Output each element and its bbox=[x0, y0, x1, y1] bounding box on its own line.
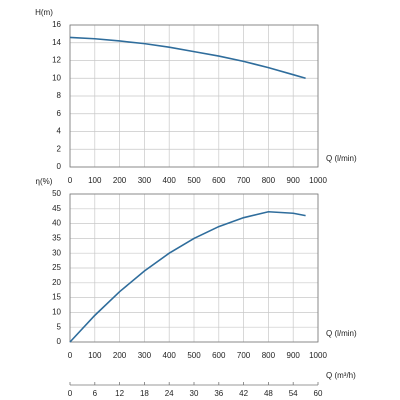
x-tick-label: 0 bbox=[68, 176, 73, 185]
x-tick-label: 300 bbox=[138, 351, 152, 360]
x2-tick-label: 30 bbox=[190, 389, 199, 398]
y-tick-label: 5 bbox=[57, 322, 62, 331]
x2-tick-label: 0 bbox=[68, 389, 73, 398]
y-axis-label: H(m) bbox=[35, 8, 53, 17]
x-tick-label: 1000 bbox=[309, 176, 327, 185]
x2-tick-label: 12 bbox=[115, 389, 124, 398]
x-tick-label: 200 bbox=[113, 351, 127, 360]
x2-tick-label: 54 bbox=[289, 389, 298, 398]
x-tick-label: 200 bbox=[113, 176, 127, 185]
y-tick-label: 50 bbox=[52, 189, 61, 198]
x-tick-label: 800 bbox=[262, 351, 276, 360]
y-tick-label: 0 bbox=[57, 162, 62, 171]
x2-tick-label: 6 bbox=[93, 389, 98, 398]
x2-tick-label: 42 bbox=[239, 389, 248, 398]
y-tick-label: 6 bbox=[57, 109, 62, 118]
y-tick-label: 40 bbox=[52, 219, 61, 228]
x-tick-label: 100 bbox=[88, 176, 102, 185]
x-axis-label: Q (l/min) bbox=[326, 154, 357, 163]
y-tick-label: 10 bbox=[52, 308, 61, 317]
y-tick-label: 16 bbox=[52, 20, 61, 29]
plot-frame bbox=[69, 24, 319, 168]
y-tick-label: 2 bbox=[57, 144, 62, 153]
x-tick-label: 500 bbox=[187, 351, 201, 360]
plot-frame bbox=[69, 193, 319, 343]
x2-tick-label: 18 bbox=[140, 389, 149, 398]
x2-axis-label: Q (m³/h) bbox=[326, 371, 356, 380]
x-axis-label: Q (l/min) bbox=[326, 329, 357, 338]
x-tick-label: 700 bbox=[237, 351, 251, 360]
x-tick-label: 300 bbox=[138, 176, 152, 185]
x-tick-label: 900 bbox=[287, 351, 301, 360]
y-tick-label: 25 bbox=[52, 263, 61, 272]
y-axis-label: η(%) bbox=[36, 177, 53, 186]
x-tick-label: 1000 bbox=[309, 351, 327, 360]
x2-tick-label: 24 bbox=[165, 389, 174, 398]
y-tick-label: 12 bbox=[52, 56, 61, 65]
y-tick-label: 45 bbox=[52, 204, 61, 213]
x-tick-label: 600 bbox=[212, 351, 226, 360]
y-tick-label: 0 bbox=[57, 337, 62, 346]
curve bbox=[69, 36, 306, 80]
x-tick-label: 700 bbox=[237, 176, 251, 185]
x-tick-label: 800 bbox=[262, 176, 276, 185]
x-tick-label: 100 bbox=[88, 351, 102, 360]
x-tick-label: 400 bbox=[163, 351, 177, 360]
x-tick-label: 900 bbox=[287, 176, 301, 185]
curve bbox=[69, 210, 306, 343]
y-tick-label: 20 bbox=[52, 278, 61, 287]
y-tick-label: 30 bbox=[52, 248, 61, 257]
y-tick-label: 8 bbox=[57, 91, 62, 100]
y-tick-label: 35 bbox=[52, 234, 61, 243]
x2-tick-label: 48 bbox=[264, 389, 273, 398]
x2-tick-label: 60 bbox=[314, 389, 323, 398]
x-tick-label: 0 bbox=[68, 351, 73, 360]
x-tick-label: 400 bbox=[163, 176, 177, 185]
x-tick-label: 600 bbox=[212, 176, 226, 185]
x-tick-label: 500 bbox=[187, 176, 201, 185]
y-tick-label: 10 bbox=[52, 73, 61, 82]
x2-tick-label: 36 bbox=[214, 389, 223, 398]
y-tick-label: 4 bbox=[57, 127, 62, 136]
y-tick-label: 14 bbox=[52, 38, 61, 47]
y-tick-label: 15 bbox=[52, 293, 61, 302]
